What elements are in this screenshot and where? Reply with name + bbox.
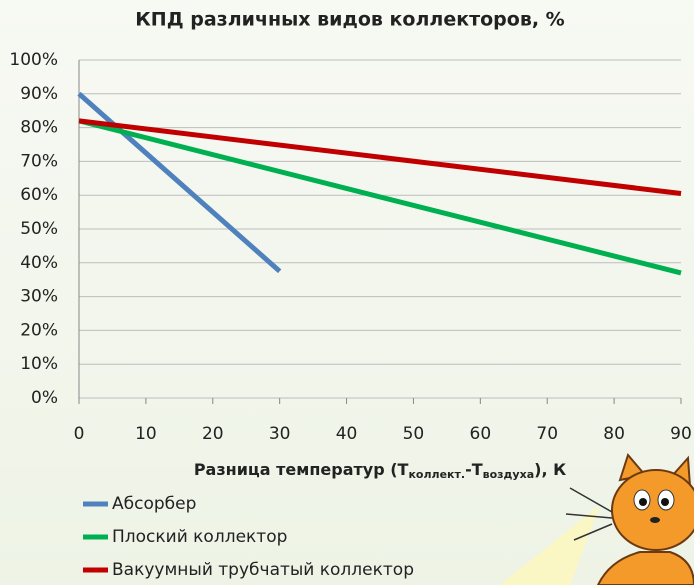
x-tick-label: 10 xyxy=(135,424,157,444)
x-tick-label: 90 xyxy=(670,424,692,444)
chart-title: КПД различных видов коллекторов, % xyxy=(135,9,564,31)
x-tick-label: 60 xyxy=(470,424,492,444)
y-tick-label: 100% xyxy=(9,50,58,70)
legend-label: Плоский коллектор xyxy=(112,527,287,547)
x-tick-label: 80 xyxy=(603,424,625,444)
y-tick-label: 70% xyxy=(20,151,58,171)
y-tick-label: 80% xyxy=(20,118,58,138)
x-tick-label: 50 xyxy=(403,424,425,444)
x-label-subscript: воздуха xyxy=(483,468,534,481)
legend-label: Вакуумный трубчатый коллектор xyxy=(112,560,414,580)
x-tick-label: 30 xyxy=(269,424,291,444)
x-label-part: Разница температур (T xyxy=(194,460,409,479)
y-tick-label: 40% xyxy=(20,253,58,273)
legend-label: Абсорбер xyxy=(112,494,196,514)
chart: КПД различных видов коллекторов, % Разни… xyxy=(0,0,694,585)
x-tick-label: 40 xyxy=(336,424,358,444)
y-tick-label: 90% xyxy=(20,84,58,104)
y-tick-label: 20% xyxy=(20,320,58,340)
x-tick-label: 0 xyxy=(74,424,85,444)
background xyxy=(0,0,694,585)
y-tick-label: 30% xyxy=(20,287,58,307)
y-tick-label: 60% xyxy=(20,185,58,205)
y-tick-label: 10% xyxy=(20,354,58,374)
x-tick-label: 20 xyxy=(202,424,224,444)
x-tick-label: 70 xyxy=(536,424,558,444)
x-label-subscript: коллект. xyxy=(408,468,465,481)
x-label-part: -T xyxy=(465,460,483,479)
x-label-part: ), К xyxy=(534,460,566,479)
y-tick-label: 0% xyxy=(31,388,58,408)
y-tick-label: 50% xyxy=(20,219,58,239)
